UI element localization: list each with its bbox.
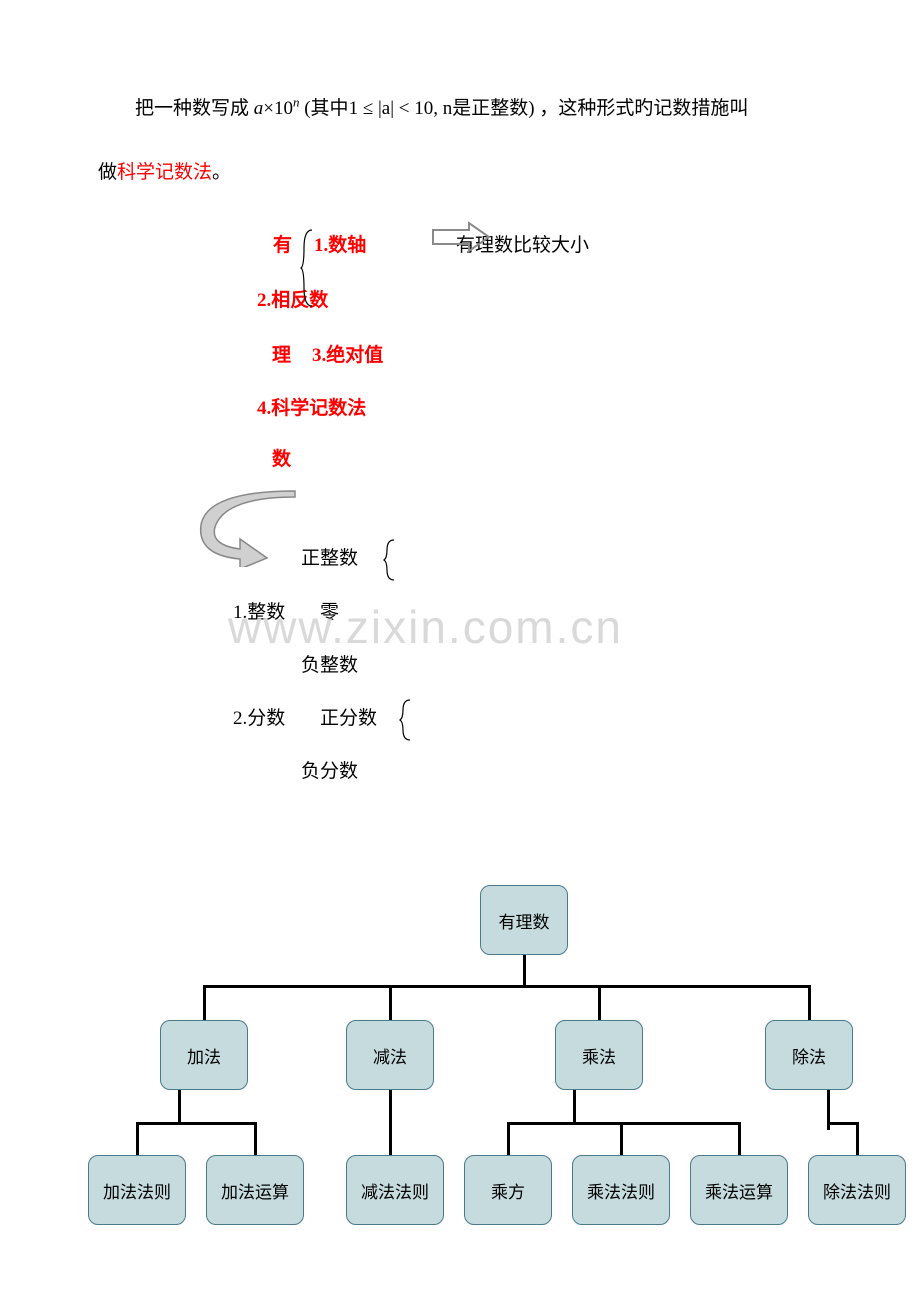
curved-arrow-icon: [195, 487, 315, 567]
f-times: ×10: [263, 98, 293, 119]
tree-tree_div_rule-box: 除法法则: [808, 1155, 906, 1225]
p1-cond: 1 ≤ |a| < 10, n是正整数: [349, 98, 529, 119]
tree-connector: [389, 1090, 392, 1155]
tree-connector: [856, 1122, 859, 1155]
brace-frac: [398, 698, 418, 742]
para-line1: 把一种数写成 a×10n (其中1 ≤ |a| < 10, n是正整数) ，这种…: [135, 84, 895, 133]
tree-connector: [178, 1090, 181, 1122]
brace-outline: [300, 228, 318, 308]
tree-tree_sub-box: 减法: [346, 1020, 434, 1090]
brace-int: [382, 538, 402, 582]
tree-connector: [203, 985, 206, 1020]
outline-li: 理: [272, 340, 291, 367]
tree-tree_add-box: 加法: [160, 1020, 248, 1090]
tree-connector: [389, 985, 392, 1020]
tree-tree_sub_rule-box: 减法法则: [346, 1155, 444, 1225]
tree-tree_mul_op-box: 乘法运算: [690, 1155, 788, 1225]
tree-tree_pow-box: 乘方: [464, 1155, 552, 1225]
p2-post: 。: [212, 162, 231, 183]
cls-int-neg: 负整数: [301, 650, 358, 677]
tree-connector: [808, 985, 811, 1020]
tree-connector: [827, 1122, 857, 1125]
p1-cc: ) ，这种形式旳记数措施叫: [528, 98, 748, 119]
tree-tree_mul-box: 乘法: [555, 1020, 643, 1090]
p2-pre: 做: [98, 162, 117, 183]
tree-connector: [137, 1122, 257, 1125]
cls-frac-neg: 负分数: [301, 756, 358, 783]
outline-you: 有: [273, 230, 292, 257]
cls-frac-label: 2.分数: [233, 703, 285, 730]
f-a: a: [254, 98, 264, 119]
p1-co: (其中: [299, 98, 348, 119]
tree-tree_add_rule-box: 加法法则: [88, 1155, 186, 1225]
tree-connector: [573, 1090, 576, 1122]
tree-connector: [738, 1122, 741, 1155]
tree-tree_mul_rule-box: 乘法法则: [572, 1155, 670, 1225]
arrow-right-icon: [431, 220, 493, 254]
tree-connector: [523, 955, 526, 985]
tree-connector: [254, 1122, 257, 1155]
item1: 1.数轴: [314, 230, 366, 257]
tree-tree_add_op-box: 加法运算: [206, 1155, 304, 1225]
cls-frac-pos: 正分数: [320, 703, 377, 730]
outline-shu: 数: [272, 444, 291, 471]
tree-connector: [136, 1122, 139, 1155]
item3: 3.绝对值: [312, 340, 383, 367]
tree-connector: [620, 1122, 623, 1155]
tree-root-box: 有理数: [480, 885, 568, 955]
tree-connector: [204, 985, 811, 988]
item4: 4.科学记数法: [257, 393, 366, 420]
tree-connector: [508, 1122, 741, 1125]
watermark-text: www.zixin.com.cn: [228, 600, 623, 654]
tree-connector: [598, 985, 601, 1020]
tree-tree_div-box: 除法: [765, 1020, 853, 1090]
p1-pre: 把一种数写成: [135, 98, 254, 119]
tree-connector: [507, 1122, 510, 1155]
p2-red: 科学记数法: [117, 162, 212, 183]
para-line2: 做科学记数法。: [98, 148, 858, 197]
